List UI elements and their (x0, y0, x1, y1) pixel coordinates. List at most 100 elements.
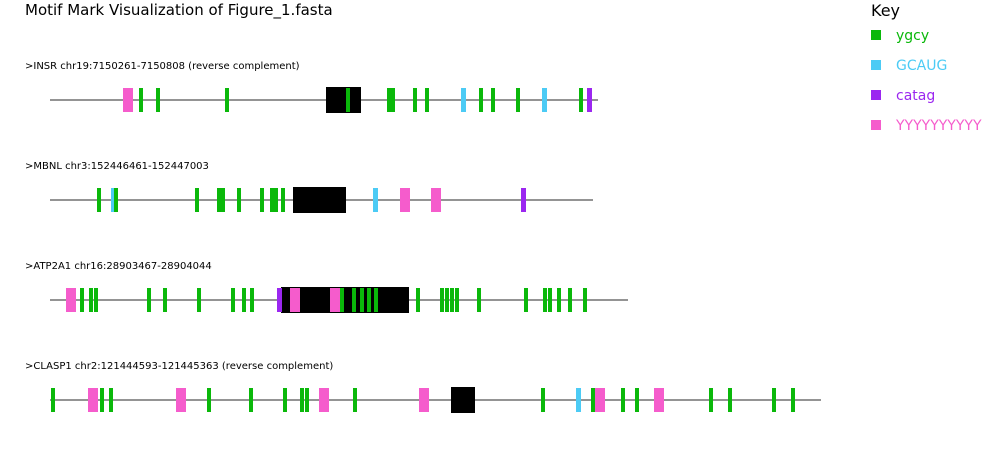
legend-label: GCAUG (896, 58, 947, 74)
legend-title: Key (871, 1, 900, 20)
motif-mark-ygcy (491, 88, 495, 112)
motif-mark-ygcy (270, 188, 274, 212)
legend-label: catag (896, 88, 935, 104)
motif-mark-ygcy (360, 288, 364, 312)
motif-mark-ygcy (114, 188, 118, 212)
motif-mark-ygcy (791, 388, 795, 412)
sequence-label: >ATP2A1 chr16:28903467-28904044 (25, 261, 212, 272)
motif-mark-ygcy (543, 288, 547, 312)
motif-mark-ygcy (217, 188, 221, 212)
motif-mark-ygcy (340, 288, 344, 312)
motif-mark-ygcy (445, 288, 449, 312)
motif-mark-ygcy (156, 88, 160, 112)
exon-block (451, 387, 475, 413)
motif-mark-ygcy (579, 88, 583, 112)
motif-mark-ygcy (250, 288, 254, 312)
legend-item: ygcy (871, 28, 929, 44)
motif-mark-yyyyyyyyyy (66, 288, 76, 312)
sequence-track: >INSR chr19:7150261-7150808 (reverse com… (25, 61, 598, 113)
motif-mark-yyyyyyyyyy (330, 288, 340, 312)
motif-mark-catag (277, 288, 282, 312)
motif-mark-ygcy (387, 88, 391, 112)
legend-swatch (871, 30, 881, 40)
motif-mark-yyyyyyyyyy (290, 288, 300, 312)
exon-block (326, 87, 361, 113)
motif-mark-ygcy (728, 388, 732, 412)
motif-mark-ygcy (709, 388, 713, 412)
sequence-track: >MBNL chr3:152446461-152447003 (25, 161, 593, 213)
sequence-label: >MBNL chr3:152446461-152447003 (25, 161, 209, 172)
motif-mark-ygcy (425, 88, 429, 112)
motif-mark-gcaug (576, 388, 581, 412)
motif-mark-ygcy (221, 188, 225, 212)
motif-mark-catag (521, 188, 526, 212)
motif-mark-ygcy (197, 288, 201, 312)
motif-mark-ygcy (455, 288, 459, 312)
motif-mark-ygcy (352, 288, 356, 312)
legend-item: GCAUG (871, 58, 947, 74)
motif-mark-yyyyyyyyyy (419, 388, 429, 412)
motif-mark-ygcy (353, 388, 357, 412)
motif-mark-ygcy (100, 388, 104, 412)
motif-mark-ygcy (207, 388, 211, 412)
motif-mark-ygcy (450, 288, 454, 312)
legend: Key ygcy GCAUG catag YYYYYYYYYY (871, 1, 982, 134)
motif-mark-ygcy (281, 188, 285, 212)
motif-mark-ygcy (374, 288, 378, 312)
legend-swatch (871, 60, 881, 70)
motif-mark-ygcy (231, 288, 235, 312)
motif-mark-ygcy (772, 388, 776, 412)
legend-label: YYYYYYYYYY (895, 118, 982, 134)
motif-mark-ygcy (274, 188, 278, 212)
motif-mark-ygcy (89, 288, 93, 312)
motif-mark-catag (587, 88, 592, 112)
motif-mark-ygcy (147, 288, 151, 312)
motif-mark-ygcy (413, 88, 417, 112)
motif-mark-yyyyyyyyyy (123, 88, 133, 112)
motif-mark-gcaug (542, 88, 547, 112)
motif-mark-ygcy (139, 88, 143, 112)
motif-mark-ygcy (548, 288, 552, 312)
legend-label: ygcy (896, 28, 929, 44)
motif-mark-yyyyyyyyyy (431, 188, 441, 212)
motif-mark-ygcy (583, 288, 587, 312)
legend-swatch (871, 90, 881, 100)
motif-mark-ygcy (440, 288, 444, 312)
motif-mark-ygcy (516, 88, 520, 112)
motif-mark-ygcy (541, 388, 545, 412)
motif-mark-yyyyyyyyyy (400, 188, 410, 212)
motif-mark-ygcy (635, 388, 639, 412)
motif-mark-ygcy (346, 88, 350, 112)
motif-mark-ygcy (568, 288, 572, 312)
legend-swatch (871, 120, 881, 130)
motif-mark-gcaug (373, 188, 378, 212)
motif-mark-ygcy (477, 288, 481, 312)
motif-mark-ygcy (479, 88, 483, 112)
motif-mark-ygcy (305, 388, 309, 412)
motif-mark-yyyyyyyyyy (319, 388, 329, 412)
figure-title: Motif Mark Visualization of Figure_1.fas… (25, 1, 333, 20)
motif-mark-ygcy (249, 388, 253, 412)
sequence-label: >INSR chr19:7150261-7150808 (reverse com… (25, 61, 300, 72)
motif-mark-yyyyyyyyyy (595, 388, 605, 412)
motif-mark-ygcy (80, 288, 84, 312)
motif-mark-ygcy (94, 288, 98, 312)
sequence-label: >CLASP1 chr2:121444593-121445363 (revers… (25, 361, 333, 372)
motif-mark-ygcy (237, 188, 241, 212)
motif-mark-yyyyyyyyyy (88, 388, 98, 412)
motif-mark-ygcy (621, 388, 625, 412)
motif-mark-yyyyyyyyyy (176, 388, 186, 412)
exon-block (293, 187, 346, 213)
motif-mark-ygcy (195, 188, 199, 212)
motif-mark-ygcy (51, 388, 55, 412)
motif-mark-yyyyyyyyyy (654, 388, 664, 412)
exon-block (281, 287, 409, 313)
motif-mark-ygcy (163, 288, 167, 312)
motif-mark-ygcy (109, 388, 113, 412)
motif-mark-ygcy (367, 288, 371, 312)
legend-item: YYYYYYYYYY (871, 118, 982, 134)
legend-item: catag (871, 88, 935, 104)
motif-mark-ygcy (557, 288, 561, 312)
motif-mark-ygcy (97, 188, 101, 212)
motif-mark-ygcy (524, 288, 528, 312)
